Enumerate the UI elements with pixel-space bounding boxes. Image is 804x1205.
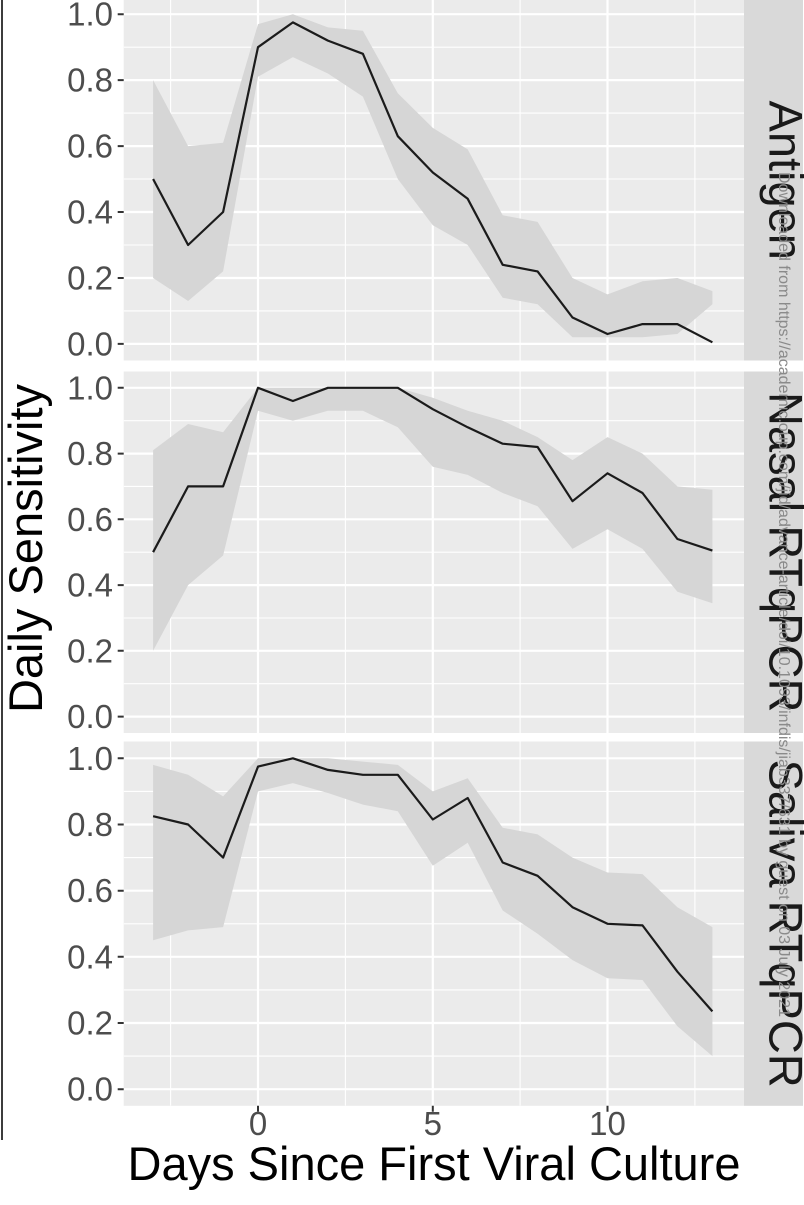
- svg-text:0.4: 0.4: [67, 194, 113, 231]
- svg-text:0.6: 0.6: [67, 501, 113, 538]
- svg-text:Daily Sensitivity: Daily Sensitivity: [0, 383, 52, 713]
- svg-text:0.8: 0.8: [67, 435, 113, 472]
- svg-text:Downloaded from https://academ: Downloaded from https://academic.oup.com…: [775, 172, 792, 1017]
- svg-text:0.4: 0.4: [67, 938, 113, 975]
- svg-text:0.2: 0.2: [67, 260, 113, 297]
- svg-text:0.8: 0.8: [67, 62, 113, 99]
- svg-text:0.6: 0.6: [67, 128, 113, 165]
- svg-text:0.0: 0.0: [67, 325, 113, 362]
- svg-text:0.0: 0.0: [67, 698, 113, 735]
- svg-text:0.8: 0.8: [67, 806, 113, 843]
- svg-text:Days Since First Viral Culture: Days Since First Viral Culture: [128, 1137, 741, 1190]
- svg-text:1.0: 1.0: [67, 740, 113, 777]
- svg-text:0.4: 0.4: [67, 567, 113, 604]
- svg-text:0.6: 0.6: [67, 872, 113, 909]
- svg-text:0.2: 0.2: [67, 1005, 113, 1042]
- svg-text:0.2: 0.2: [67, 632, 113, 669]
- svg-text:1.0: 1.0: [67, 369, 113, 406]
- svg-text:1.0: 1.0: [67, 0, 113, 33]
- svg-text:0.0: 0.0: [67, 1071, 113, 1108]
